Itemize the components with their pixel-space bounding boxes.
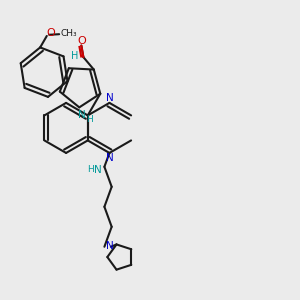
Text: N: N (106, 153, 113, 163)
Text: CH₃: CH₃ (60, 29, 77, 38)
Text: O: O (77, 35, 86, 46)
Text: N: N (106, 241, 113, 251)
Text: H: H (71, 51, 79, 61)
Text: H: H (87, 165, 94, 174)
Text: H: H (86, 115, 93, 124)
Text: N: N (106, 93, 113, 103)
Text: N: N (78, 110, 86, 120)
Text: O: O (47, 28, 56, 38)
Text: N: N (94, 165, 102, 175)
